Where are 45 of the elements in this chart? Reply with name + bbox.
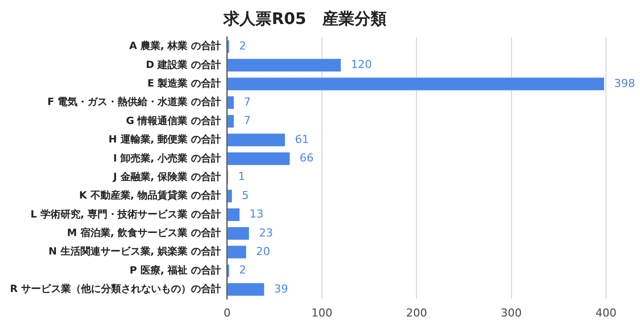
x-tick-label: 0 — [224, 306, 231, 320]
y-tick-label: J 金融業, 保険業 の合計 — [112, 170, 222, 183]
bar — [228, 134, 285, 146]
data-label: 2 — [239, 39, 246, 52]
data-label: 39 — [274, 282, 288, 296]
bar — [228, 283, 264, 296]
y-tick-label: P 医療, 福祉 の合計 — [130, 264, 222, 276]
y-tick-label: D 建設業 の合計 — [146, 58, 222, 71]
y-tick-label: I 卸売業, 小売業 の合計 — [113, 152, 222, 164]
data-label: 120 — [350, 58, 372, 72]
bar — [228, 208, 240, 222]
x-tick-label: 400 — [596, 306, 616, 320]
data-label: 1 — [238, 170, 246, 184]
y-tick-label: M 宿泊業, 飲食サービス業 の合計 — [66, 226, 222, 239]
y-tick-label: H 運輸業, 郵便業 の合計 — [108, 134, 222, 146]
data-label: 398 — [614, 76, 636, 90]
y-tick-label: N 生活関連サービス業, 娯楽業 の合計 — [48, 246, 222, 258]
x-tick-label: 200 — [406, 306, 428, 320]
y-tick-label: R サービス業（他に分類されないもの）の合計 — [10, 283, 222, 296]
data-label: 66 — [300, 152, 314, 165]
x-tick-label: 100 — [311, 306, 332, 320]
y-tick-label: F 電気・ガス・熱供給・水道業 の合計 — [47, 96, 222, 108]
y-tick-label: E 製造業 の合計 — [147, 78, 222, 90]
data-label: 61 — [294, 132, 309, 146]
chart-title: 求人票R05 産業分類 — [222, 8, 386, 28]
bar — [228, 114, 234, 128]
bar — [228, 246, 246, 258]
y-tick-label: G 情報通信業 の合計 — [126, 114, 222, 127]
bar — [228, 96, 234, 109]
y-tick-label: A 農業, 林業 の合計 — [129, 40, 222, 52]
data-label: 7 — [244, 95, 251, 108]
y-tick-label: K 不動産業, 物品賃貸業 の合計 — [79, 190, 222, 202]
bar — [228, 78, 604, 90]
data-label: 7 — [244, 114, 251, 128]
bar — [228, 58, 341, 72]
data-label: 13 — [249, 208, 264, 221]
bar — [228, 152, 290, 165]
bar — [228, 227, 249, 240]
data-label: 20 — [256, 244, 270, 258]
data-label: 23 — [258, 226, 273, 240]
data-label: 2 — [239, 264, 246, 277]
y-tick-label: L 学術研究, 専門・技術サービス業 の合計 — [30, 208, 222, 220]
data-label: 5 — [242, 188, 249, 202]
x-tick-label: 300 — [500, 306, 522, 320]
bar — [228, 190, 232, 202]
